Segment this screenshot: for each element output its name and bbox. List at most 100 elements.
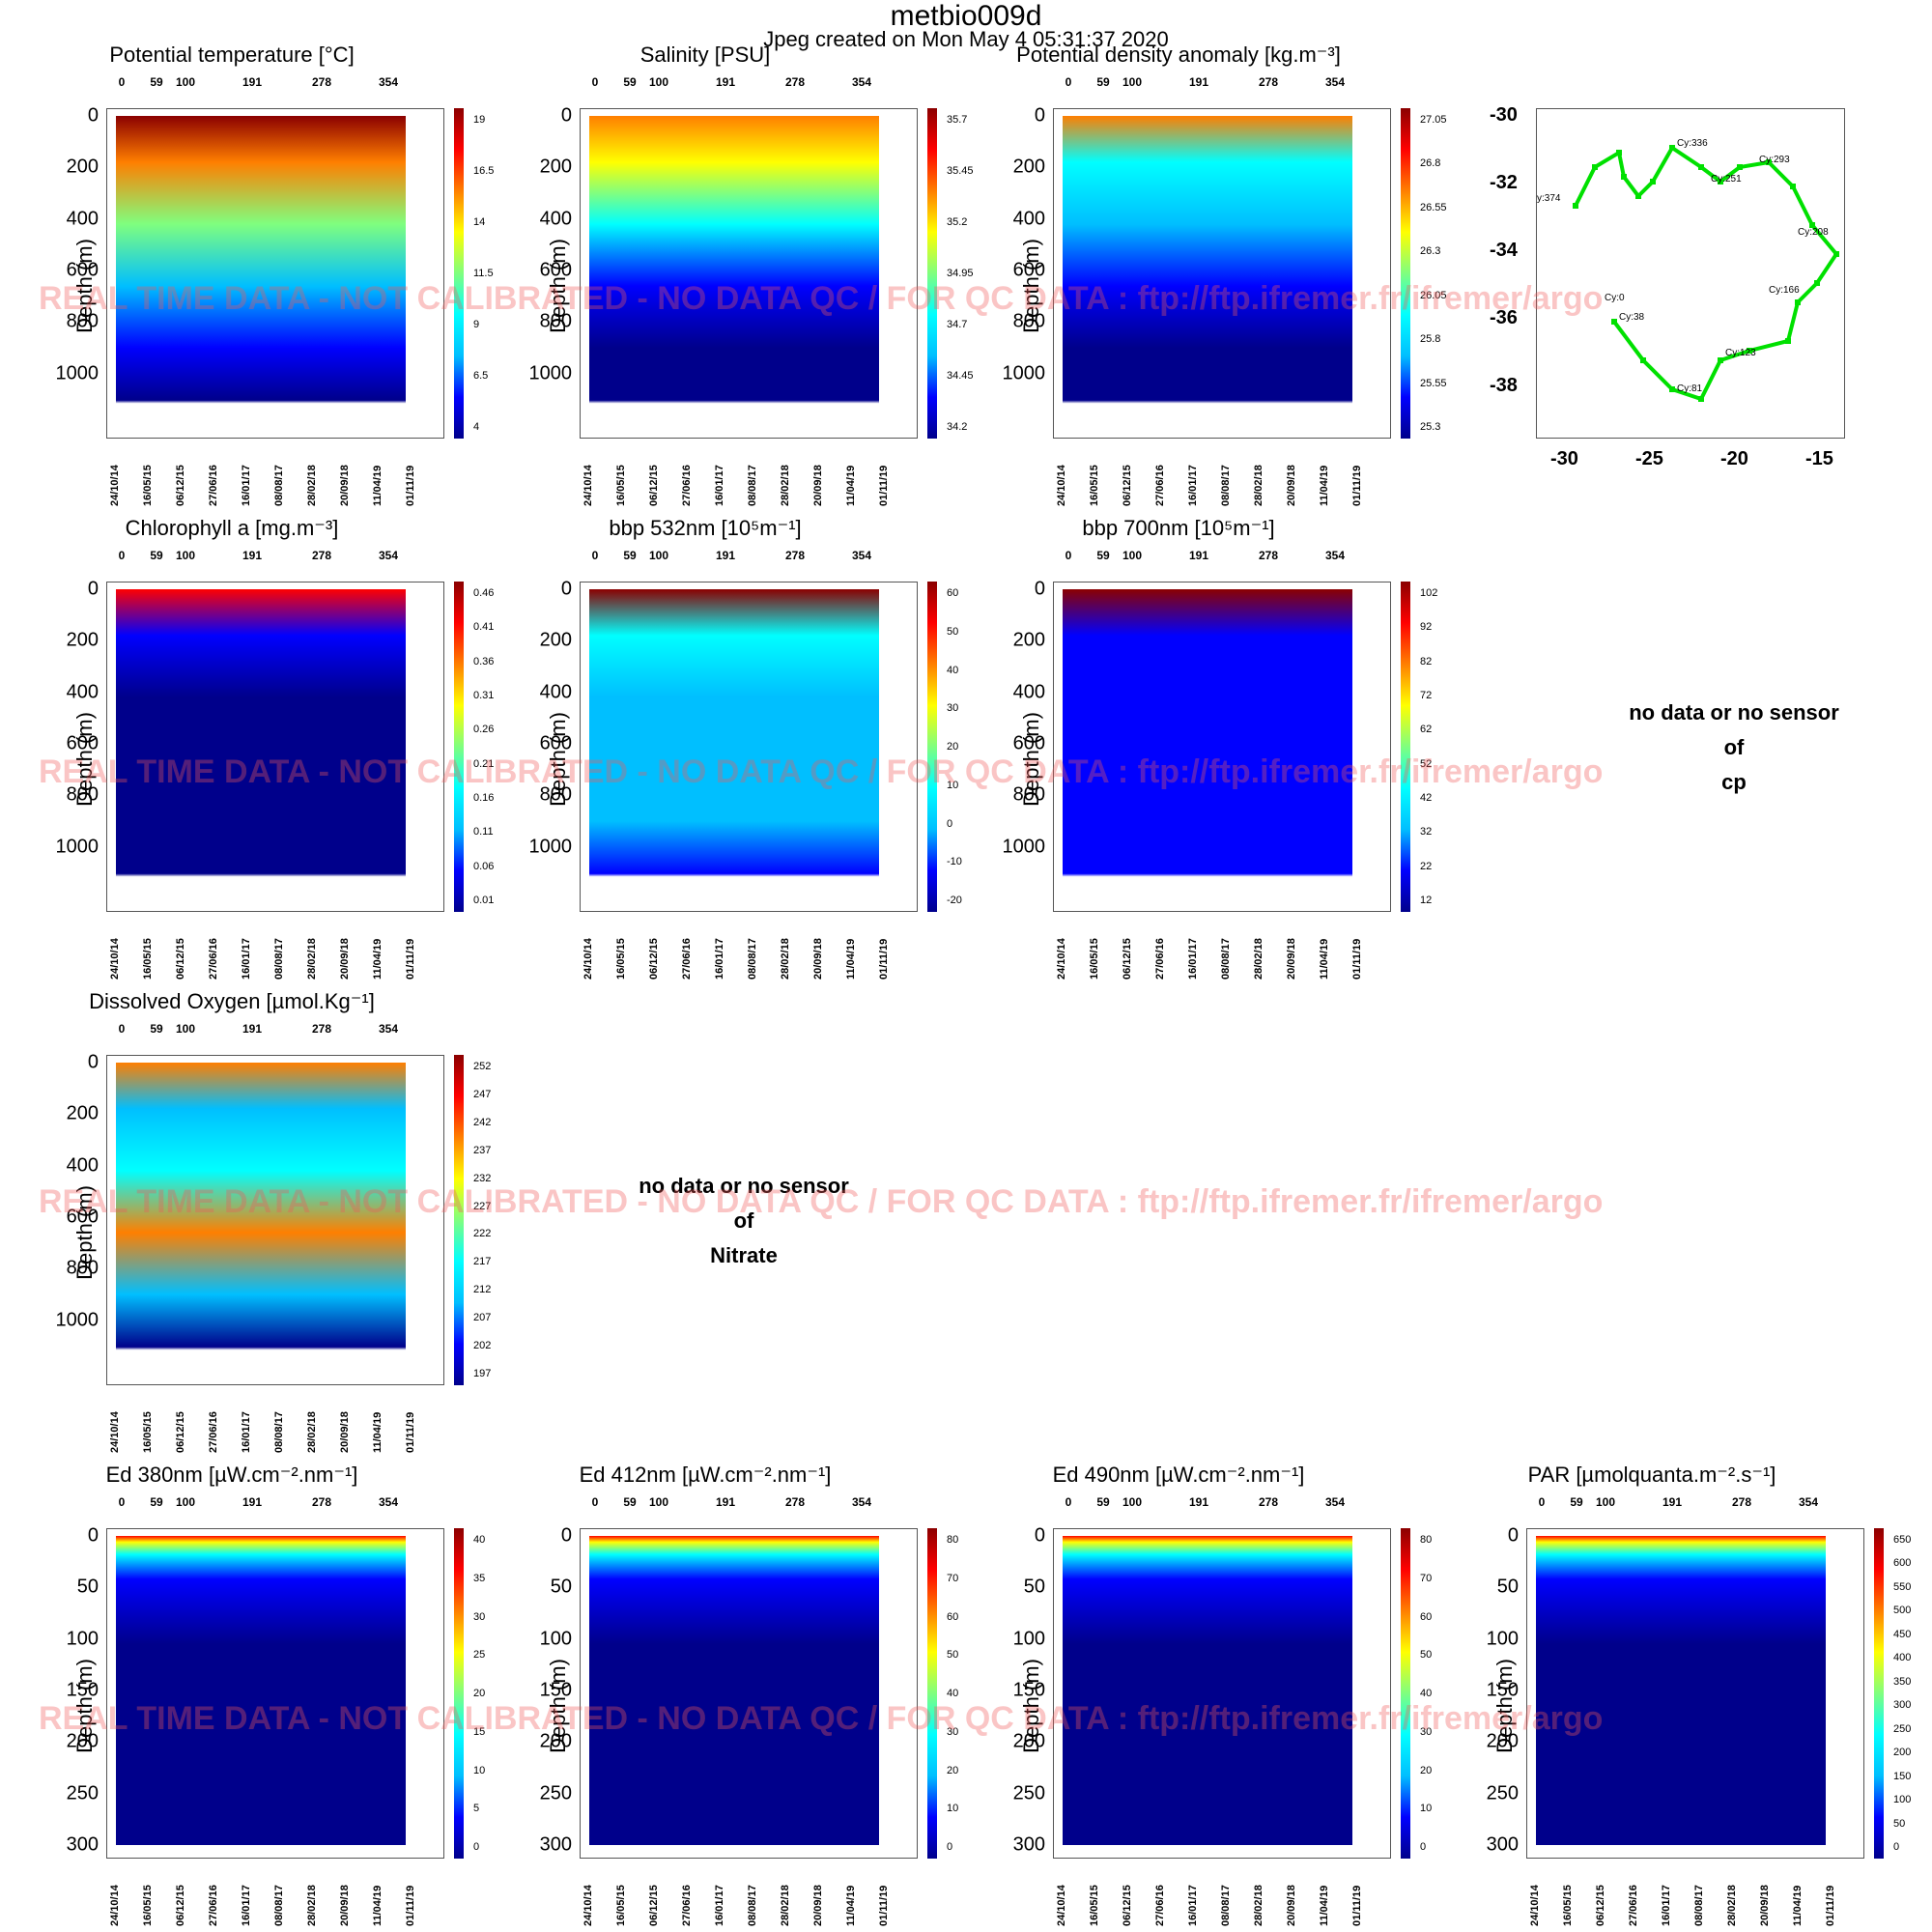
- colorbar-tick-label: 10: [947, 779, 959, 791]
- y-tick-label: 100: [1012, 1628, 1045, 1650]
- y-tick-label: 800: [66, 1257, 99, 1279]
- chart-panel: PAR [µmolquanta.m⁻².s⁻¹] 0 59 100 191 278 354 D…: [1420, 1420, 1912, 1926]
- plot-frame: [580, 582, 918, 912]
- colorbar: [927, 1528, 937, 1859]
- cycle-tick-label: 59: [150, 549, 163, 562]
- colorbar-tick-label: 92: [1420, 621, 1433, 634]
- map-lon-tick-label: -20: [1720, 448, 1748, 469]
- x-date-tick-label: 24/10/14: [1056, 1885, 1067, 1926]
- track-point: [1650, 179, 1656, 185]
- cycle-tick-label: 59: [150, 1495, 163, 1509]
- cycle-tick-label: 59: [1096, 75, 1110, 89]
- cycle-tick-label: 354: [1324, 75, 1346, 89]
- colorbar-tick-label: 9: [473, 319, 480, 330]
- cycle-tick-label: 0: [1538, 1495, 1546, 1509]
- y-tick-label: 200: [66, 1730, 99, 1752]
- cycle-axis: 0 59 100 191 278 354: [116, 549, 406, 562]
- colorbar-tick-label: 10: [473, 1764, 486, 1776]
- cycle-tick-label: 0: [1065, 1495, 1072, 1509]
- y-tick-label: 400: [539, 681, 572, 703]
- x-date-tick-label: 20/09/18: [1286, 938, 1297, 980]
- cycle-tick-label: 100: [1122, 549, 1143, 562]
- colorbar-tick-label: 4: [473, 421, 480, 433]
- colorbar-tick-label: 350: [1893, 1675, 1912, 1688]
- x-date-tick-label: 16/01/17: [1187, 1885, 1199, 1926]
- nodata-cp-line2: of: [1723, 735, 1745, 759]
- track-point: [1814, 280, 1820, 286]
- nodata-nitrate-line2: of: [733, 1208, 754, 1233]
- float-track-line: [1574, 145, 1839, 402]
- cycle-tick-label: 191: [242, 549, 263, 562]
- y-tick-label: 50: [76, 1576, 99, 1598]
- plot-frame: [106, 1528, 444, 1859]
- cycle-tick-label: 191: [242, 1022, 263, 1036]
- heatmap-field: [1063, 116, 1352, 425]
- track-point: [1833, 251, 1839, 257]
- y-tick-label: 0: [1034, 104, 1045, 127]
- colorbar-tick-label: 0.36: [473, 655, 495, 668]
- chart-panel: Ed 412nm [µW.cm⁻².nm⁻¹] 0 59 100 191 278 354 De…: [473, 1420, 959, 1926]
- heatmap-field: [1063, 589, 1352, 898]
- x-date-tick-label: 27/06/16: [208, 1885, 219, 1926]
- cycle-tick-label: 100: [175, 1022, 196, 1036]
- track-point: [1785, 338, 1791, 344]
- y-tick-label: 800: [66, 310, 99, 332]
- colorbar: [454, 108, 464, 439]
- y-tick-label: 300: [66, 1833, 99, 1856]
- map-lat-tick-label: -36: [1490, 307, 1518, 328]
- y-tick-label: 200: [66, 1102, 99, 1124]
- y-tick-label: 0: [1507, 1524, 1519, 1547]
- x-date-tick-label: 16/01/17: [714, 1885, 725, 1926]
- chart-panel: Potential density anomaly [kg.m⁻³] 0 59 100…: [947, 0, 1447, 506]
- colorbar-tick-label: 200: [1893, 1747, 1912, 1759]
- plot-area: Depth (m) 0 200 400 600 800 1000 24/10/14 16/05/…: [1003, 579, 1391, 980]
- colorbar-tick-label: 62: [1420, 724, 1433, 736]
- x-date-tick-label: 28/02/18: [780, 938, 791, 980]
- x-date-tick-label: 16/01/17: [241, 1885, 252, 1926]
- plot-area: Depth (m) 0 200 400 600 800 1000 24/10/14 16/05/…: [56, 579, 444, 980]
- map-track-svg: Cy:336 Cy:293 Cy:251 y:374 Cy:208 Cy:166 Cy:0 C…: [1537, 138, 1839, 402]
- colorbar-tick-label: 20: [1420, 1764, 1433, 1776]
- x-date-tick-label: 20/09/18: [1759, 1885, 1771, 1926]
- y-tick-label: 600: [66, 1206, 99, 1228]
- y-tick-label: 1000: [55, 1309, 99, 1331]
- track-point: [1790, 184, 1796, 189]
- heatmap-field: [116, 116, 406, 425]
- cycle-tick-label: 354: [378, 75, 399, 89]
- plot-frame: [1053, 108, 1391, 439]
- colorbar-tick-label: 82: [1420, 655, 1433, 668]
- x-date-tick-label: 20/09/18: [1286, 1885, 1297, 1926]
- colorbar-tick-label: 80: [947, 1534, 959, 1546]
- cycle-tick-label: 0: [1065, 549, 1072, 562]
- colorbar-tick-label: 212: [473, 1284, 492, 1296]
- plot-frame: [580, 108, 918, 439]
- x-date-tick-label: 28/02/18: [1726, 1885, 1738, 1926]
- cycle-tick-label: 0: [591, 549, 599, 562]
- cycle-tick-label: 354: [378, 1022, 399, 1036]
- x-date-tick-label: 11/04/19: [1319, 1885, 1330, 1926]
- cycle-axis: 0 59 100 191 278 354: [589, 549, 879, 562]
- cycle-tick-label: 191: [1662, 1495, 1683, 1509]
- heatmap-field: [589, 589, 879, 898]
- x-date-tick-label: 16/05/15: [1089, 1885, 1100, 1926]
- cycle-tick-label: 191: [715, 75, 736, 89]
- y-tick-label: 1000: [55, 836, 99, 858]
- colorbar-tick-label: 50: [947, 625, 959, 638]
- x-date-tick-label: 01/11/19: [405, 1885, 416, 1926]
- cycle-axis: 0 59 100 191 278 354: [116, 75, 406, 89]
- colorbar-tick-label: 227: [473, 1200, 492, 1212]
- plot-area: Depth (m) 0 200 400 600 800 1000 24/10/14 16/05/…: [56, 1052, 444, 1453]
- colorbar-tick-label: 80: [1420, 1534, 1433, 1546]
- cycle-tick-label: 100: [1122, 75, 1143, 89]
- track-point: [1698, 164, 1704, 170]
- colorbar-tick-label: 52: [1420, 757, 1433, 770]
- track-point: [1592, 164, 1598, 170]
- track-point: [1718, 357, 1723, 363]
- y-tick-label: 150: [1012, 1679, 1045, 1701]
- y-tick-label: 200: [66, 156, 99, 178]
- y-tick-label: 200: [1012, 156, 1045, 178]
- panel-title: Potential density anomaly [kg.m⁻³]: [1016, 43, 1341, 67]
- y-tick-label: 400: [66, 208, 99, 230]
- colorbar-tick-label: 72: [1420, 690, 1433, 701]
- cycle-tick-label: 354: [378, 1495, 399, 1509]
